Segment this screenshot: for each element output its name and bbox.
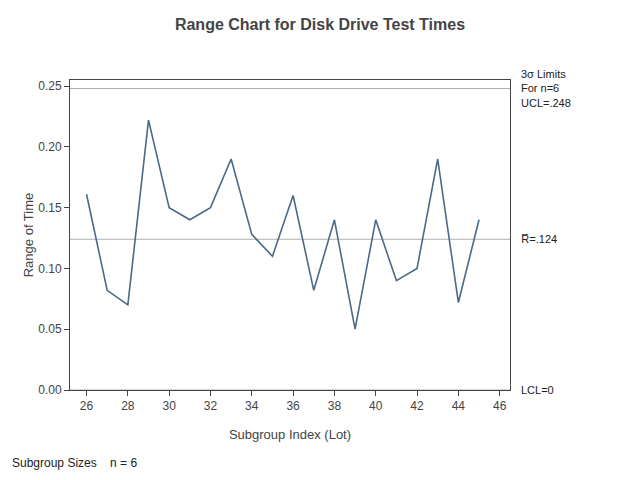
svg-text:0.00: 0.00: [38, 383, 62, 397]
svg-text:0.25: 0.25: [38, 79, 62, 93]
svg-text:0.10: 0.10: [38, 262, 62, 276]
svg-text:R̅=.124: R̅=.124: [521, 233, 557, 245]
svg-text:LCL=0: LCL=0: [521, 384, 554, 396]
svg-text:30: 30: [162, 399, 176, 413]
svg-text:32: 32: [204, 399, 218, 413]
svg-text:0.05: 0.05: [38, 322, 62, 336]
svg-text:Range Chart for Disk Drive Tes: Range Chart for Disk Drive Test Times: [175, 16, 465, 33]
svg-text:3σ LimitsFor n=6UCL=.248: 3σ LimitsFor n=6UCL=.248: [521, 68, 571, 109]
svg-text:36: 36: [286, 399, 300, 413]
svg-text:34: 34: [245, 399, 259, 413]
svg-text:Subgroup Index (Lot): Subgroup Index (Lot): [229, 427, 351, 442]
svg-text:Subgroup Sizes n = 6: Subgroup Sizes n = 6: [12, 456, 137, 470]
svg-text:42: 42: [410, 399, 424, 413]
svg-text:38: 38: [328, 399, 342, 413]
svg-text:40: 40: [369, 399, 383, 413]
svg-text:28: 28: [121, 399, 135, 413]
svg-text:44: 44: [452, 399, 466, 413]
svg-text:Range of Time: Range of Time: [21, 193, 36, 278]
svg-text:26: 26: [80, 399, 94, 413]
svg-text:0.15: 0.15: [38, 201, 62, 215]
svg-text:0.20: 0.20: [38, 140, 62, 154]
svg-text:46: 46: [493, 399, 507, 413]
